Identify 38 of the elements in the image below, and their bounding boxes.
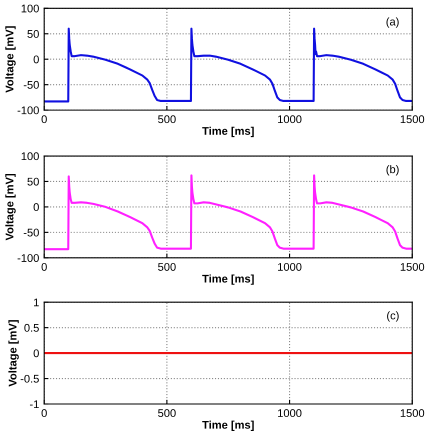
y-tick-label: 100 xyxy=(22,4,39,12)
x-tick-label: 1000 xyxy=(278,115,302,124)
y-tick-label: 1 xyxy=(34,298,39,306)
y-axis-title: Voltage [mV] xyxy=(5,174,16,240)
x-tick-label: 500 xyxy=(158,409,176,418)
y-tick-label: -0.5 xyxy=(20,374,39,383)
x-tick-label: 1500 xyxy=(400,409,424,418)
y-tick-label: 50 xyxy=(27,30,39,38)
x-axis-title: Time [ms] xyxy=(202,274,254,285)
line-series xyxy=(44,174,412,250)
annotation: (c) xyxy=(387,311,399,322)
y-tick-label: -100 xyxy=(18,254,39,262)
y-tick-label: 0 xyxy=(34,55,39,64)
x-axis-title: Time [ms] xyxy=(202,126,254,138)
y-tick-label: -1 xyxy=(30,400,39,408)
x-tick-label: 1500 xyxy=(400,262,424,271)
y-tick-label: -50 xyxy=(24,80,39,89)
x-tick-label: 0 xyxy=(42,409,47,418)
x-tick-label: 1000 xyxy=(278,262,302,271)
y-tick-label: -100 xyxy=(18,106,39,114)
x-axis-title: Time [ms] xyxy=(202,420,254,431)
x-tick-label: 1500 xyxy=(400,115,424,124)
y-tick-label: -50 xyxy=(24,228,39,237)
line-series xyxy=(44,28,412,103)
x-tick-label: 500 xyxy=(158,115,176,124)
x-tick-label: 0 xyxy=(42,262,47,271)
annotation: (a) xyxy=(386,17,399,28)
y-tick-label: 0 xyxy=(34,349,39,358)
x-tick-label: 1000 xyxy=(278,409,302,418)
y-tick-label: 0 xyxy=(34,203,39,212)
x-tick-label: 0 xyxy=(42,115,47,124)
annotation: (b) xyxy=(386,165,399,176)
y-tick-label: 50 xyxy=(27,178,39,186)
y-axis-title: Voltage [mV] xyxy=(8,320,19,387)
y-tick-label: 0.5 xyxy=(24,324,39,332)
y-axis-title: Voltage [mV] xyxy=(5,26,16,93)
y-tick-label: 100 xyxy=(22,152,39,160)
x-tick-label: 500 xyxy=(158,262,176,271)
